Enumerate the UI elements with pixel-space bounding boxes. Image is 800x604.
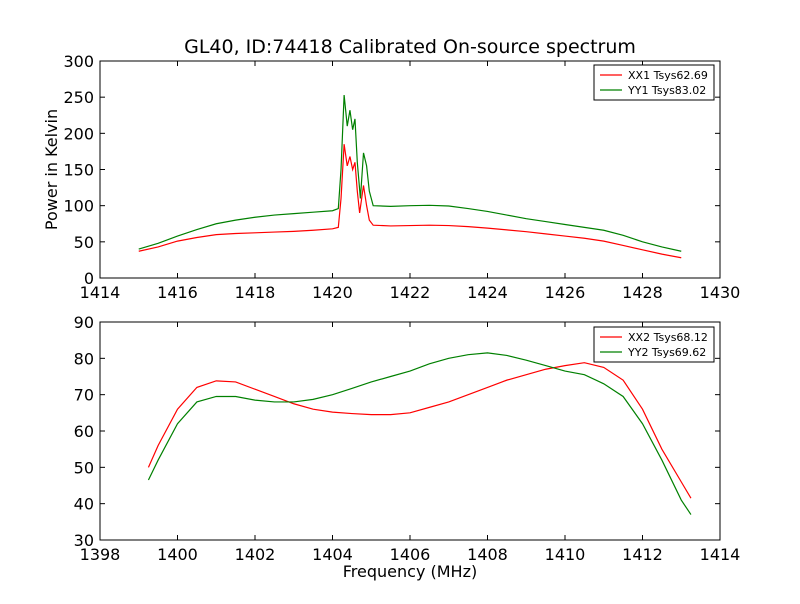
x-tick-label: 1414 [80, 283, 121, 302]
series-line-1-2 [138, 94, 682, 252]
legend-entry: YY2 Tsys69.62 [627, 346, 706, 359]
x-tick-label: 1404 [312, 545, 353, 564]
y-tick-label: 40 [74, 495, 94, 514]
legend-entry: YY1 Tsys83.02 [627, 84, 706, 97]
series-line-2-1 [147, 362, 692, 499]
y-tick-label: 300 [63, 52, 94, 71]
x-tick-label: 1408 [467, 545, 508, 564]
y-tick-label: 90 [74, 313, 94, 332]
x-tick-label: 1414 [700, 545, 741, 564]
x-tick-label: 1428 [622, 283, 663, 302]
x-tick-label: 1410 [545, 545, 586, 564]
legend-box [593, 326, 715, 363]
legend: XX2 Tsys68.12 YY2 Tsys69.62 [593, 326, 715, 363]
top-panel: 1414 1416 1418 1420 1422 1424 1426 1428 1430 0 50 1… [42, 52, 740, 302]
y-tick-label: 250 [63, 88, 94, 107]
y-tick-label: 60 [74, 422, 94, 441]
legend-entry: XX1 Tsys62.69 [628, 69, 708, 82]
y-tick-label: 50 [74, 458, 94, 477]
x-axis-title: Frequency (MHz) [343, 562, 477, 581]
series-line-1-1 [138, 144, 682, 259]
y-tick-label: 30 [74, 531, 94, 550]
legend-box [593, 64, 715, 101]
y-tick-label: 70 [74, 386, 94, 405]
bottom-panel: 1398 1400 1402 1404 1406 1408 1410 1412 1414 30 40… [74, 313, 741, 581]
x-tick-label: 1402 [235, 545, 276, 564]
x-tick-label: 1398 [80, 545, 121, 564]
chart-title: GL40, ID:74418 Calibrated On-source spec… [184, 36, 636, 58]
x-tick-label: 1422 [390, 283, 431, 302]
x-tick-label: 1418 [235, 283, 276, 302]
x-tick-label: 1420 [312, 283, 353, 302]
x-tick-label: 1430 [700, 283, 741, 302]
y-tick-label: 0 [84, 269, 94, 288]
x-tick-label: 1400 [157, 545, 198, 564]
legend: XX1 Tsys62.69 YY1 Tsys83.02 [593, 64, 715, 101]
x-tick-label: 1426 [545, 283, 586, 302]
x-tick-label: 1412 [622, 545, 663, 564]
x-tick-label: 1424 [467, 283, 508, 302]
y-tick-label: 80 [74, 349, 94, 368]
x-tick-label: 1406 [390, 545, 431, 564]
y-tick-label: 50 [74, 233, 94, 252]
y-axis-title: Power in Kelvin [42, 109, 61, 230]
legend-entry: XX2 Tsys68.12 [628, 331, 708, 344]
y-tick-label: 200 [63, 124, 94, 143]
y-tick-label: 100 [63, 197, 94, 216]
y-tick-label: 150 [63, 161, 94, 180]
series-line-2-2 [147, 352, 692, 515]
x-tick-label: 1416 [157, 283, 198, 302]
